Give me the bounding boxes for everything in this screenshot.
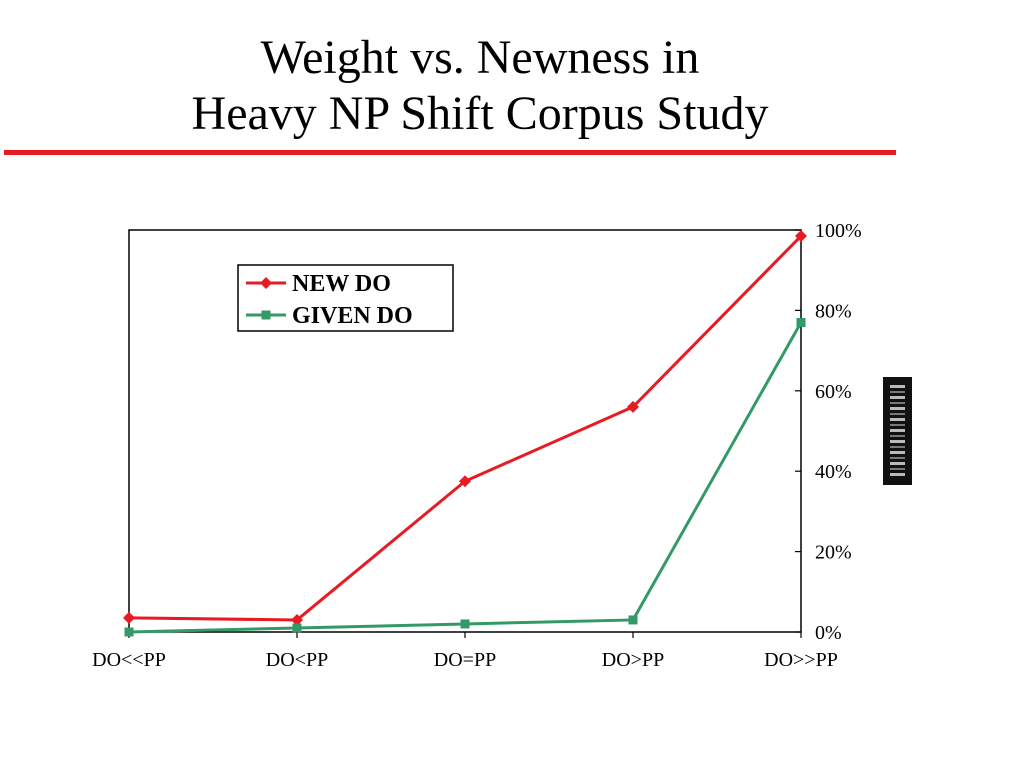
side-thumbnail bbox=[883, 377, 912, 485]
data-point-new-do bbox=[123, 611, 135, 624]
y-tick-label: 100% bbox=[815, 220, 862, 242]
y-axis: 0% 20% 40% 60% 80% 100% bbox=[795, 220, 862, 644]
data-point-new-do bbox=[291, 613, 303, 626]
y-tick-label: 0% bbox=[815, 622, 842, 644]
slide-title: Weight vs. Newness in Heavy NP Shift Cor… bbox=[0, 30, 960, 142]
x-tick-label: DO=PP bbox=[434, 649, 496, 671]
y-tick-label: 40% bbox=[815, 461, 852, 483]
data-point-given-do bbox=[628, 615, 638, 625]
x-tick-label: DO<PP bbox=[266, 649, 328, 671]
data-point-new-do bbox=[627, 400, 639, 413]
x-tick-label: DO<<PP bbox=[92, 649, 166, 671]
plot-area bbox=[128, 229, 802, 633]
data-point-given-do bbox=[460, 619, 470, 629]
y-tick-label: 20% bbox=[815, 542, 852, 564]
series-layer bbox=[123, 230, 807, 637]
legend-box bbox=[237, 264, 454, 332]
title-divider bbox=[4, 150, 896, 155]
y-tick-label: 60% bbox=[815, 381, 852, 403]
series-line-new-do bbox=[128, 234, 803, 622]
data-point-new-do bbox=[459, 475, 471, 488]
x-tick-label: DO>>PP bbox=[764, 649, 838, 671]
legend-marker-new-do bbox=[260, 277, 272, 289]
data-point-new-do bbox=[795, 230, 807, 243]
legend: NEW DO GIVEN DO bbox=[237, 264, 454, 332]
data-point-given-do bbox=[124, 627, 134, 637]
data-point-given-do bbox=[796, 317, 806, 327]
title-line-2: Heavy NP Shift Corpus Study bbox=[191, 87, 769, 140]
data-point-given-do bbox=[292, 623, 302, 633]
legend-marker-given-do bbox=[261, 310, 271, 320]
x-axis: DO<<PP DO<PP DO=PP DO>PP DO>>PP bbox=[92, 632, 838, 671]
legend-label-given-do: GIVEN DO bbox=[292, 303, 413, 329]
y-tick-label: 80% bbox=[815, 300, 852, 322]
legend-label-new-do: NEW DO bbox=[292, 271, 391, 297]
x-tick-label: DO>PP bbox=[602, 649, 664, 671]
title-line-1: Weight vs. Newness in bbox=[260, 31, 700, 84]
